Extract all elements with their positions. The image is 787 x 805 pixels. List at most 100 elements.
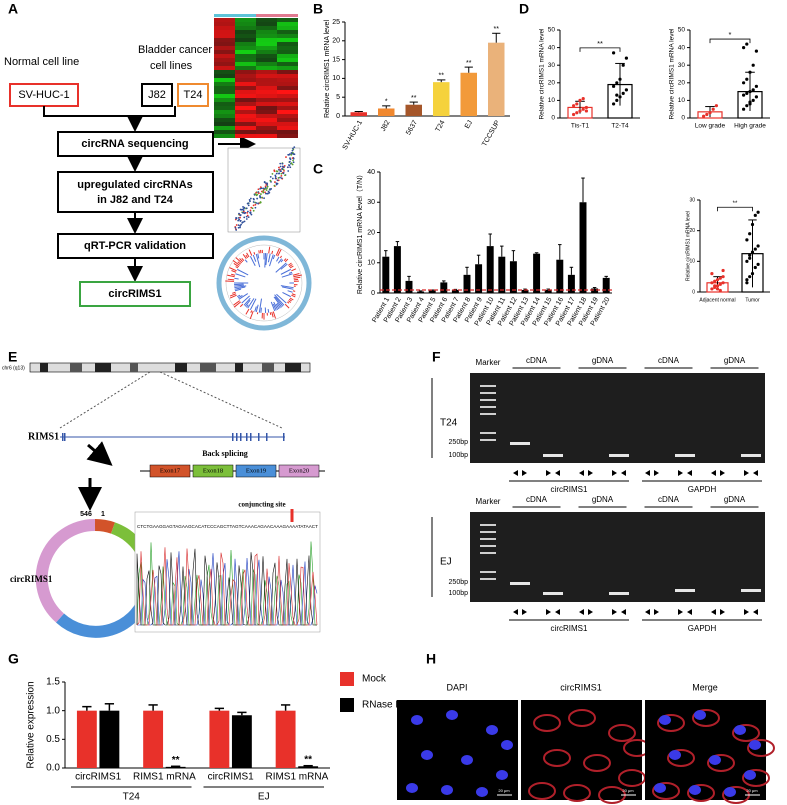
- heat-cell: [256, 86, 277, 90]
- x-tick-label: EJ: [464, 119, 474, 130]
- circos-tick: [273, 301, 279, 310]
- panel-label: E: [8, 349, 17, 365]
- ladder-band: [480, 552, 496, 554]
- heat-cell: [235, 54, 256, 58]
- exon-tick: [232, 433, 234, 441]
- marker-label: Marker: [476, 358, 501, 367]
- circos-tick: [246, 252, 250, 258]
- y-tick-label: 15: [332, 56, 340, 63]
- scatter-dot: [271, 172, 274, 175]
- heat-cell: [277, 90, 298, 94]
- panel-h: DAPI 20 μm circRIMS1 20 μm Merge 20 μm: [397, 682, 775, 804]
- scatter-dot: [270, 188, 273, 190]
- size-label: 100bp: [449, 590, 469, 597]
- exon: [149, 464, 191, 478]
- ladder-band: [480, 399, 496, 401]
- dna-band: [609, 592, 629, 595]
- lane-label: cDNA: [658, 356, 680, 365]
- heat-cell: [235, 38, 256, 42]
- heat-cell: [214, 38, 235, 42]
- panel-label: C: [313, 161, 323, 177]
- scatter-dot: [292, 147, 294, 150]
- cell-line-label: EJ: [440, 557, 452, 568]
- data-point: [578, 109, 582, 113]
- bar: [567, 274, 575, 293]
- circos-tick: [237, 268, 249, 276]
- data-point: [756, 262, 760, 266]
- heat-cell: [256, 62, 277, 66]
- circos-tick: [235, 266, 239, 269]
- heat-cell: [235, 94, 256, 98]
- scatter-dot: [252, 204, 255, 207]
- exon-tick: [283, 433, 285, 441]
- circos-tick: [239, 258, 244, 263]
- circos-tick: [287, 300, 292, 303]
- circos-tick: [245, 304, 249, 308]
- exon-tick: [266, 433, 268, 441]
- heat-cell: [256, 46, 277, 50]
- step: upregulated circRNAs: [77, 179, 193, 191]
- data-point: [715, 278, 720, 282]
- circos-tick: [237, 295, 243, 299]
- data-point: [715, 284, 720, 288]
- cytoplasm: [707, 754, 735, 772]
- significance: **: [304, 754, 312, 765]
- circos-tick: [289, 297, 294, 301]
- group-label: T24: [123, 792, 141, 803]
- band: [175, 363, 187, 372]
- x-tick-label: RIMS1 mRNA: [265, 772, 328, 783]
- scatter-dot: [267, 192, 269, 195]
- heat-cell: [214, 70, 235, 74]
- bar: [165, 766, 186, 768]
- x-tick-label: J82: [380, 119, 392, 132]
- target-label: GAPDH: [688, 485, 717, 494]
- heat-cell: [214, 78, 235, 82]
- nucleus: [411, 715, 423, 725]
- heat-cell: [214, 58, 235, 62]
- scatter-dot: [256, 193, 259, 196]
- data-point: [721, 275, 725, 279]
- heat-cell: [235, 86, 256, 90]
- heat-cell: [214, 114, 235, 118]
- exon: [192, 464, 234, 478]
- scatter-dot: [238, 212, 240, 215]
- primer: [546, 609, 560, 615]
- cell-box: [177, 83, 209, 107]
- circos-tick: [260, 307, 262, 313]
- scatter-dot: [274, 175, 277, 178]
- x-tick-label: T24: [434, 119, 446, 133]
- heat-cell: [214, 86, 235, 90]
- scatter-dot: [235, 224, 238, 226]
- data-point: [748, 253, 752, 257]
- y-tick-label: 20: [367, 229, 375, 236]
- scatter-dot: [239, 220, 242, 222]
- y-axis-label: Relative circRIMS1 mRNA level: [669, 28, 676, 120]
- heat-cell: [235, 110, 256, 114]
- heat-cell: [277, 46, 298, 50]
- panel-e: chr6 (q13) RIMS1 Back splicing Exon17 Ex…: [2, 362, 325, 638]
- scatter-dot: [254, 206, 257, 209]
- data-point: [754, 49, 759, 53]
- bar: [393, 246, 401, 293]
- data-point: [710, 281, 714, 285]
- heat-bar: [214, 14, 256, 17]
- data-point: [745, 238, 749, 242]
- scatter-dot: [264, 191, 266, 194]
- scatter-dot: [291, 151, 294, 154]
- circos-tick: [272, 254, 276, 260]
- nucleus: [476, 787, 488, 797]
- heat-cell: [235, 106, 256, 110]
- cytoplasm: [608, 724, 636, 742]
- circos-tick: [275, 248, 280, 256]
- heat-cell: [214, 126, 235, 130]
- band: [95, 363, 111, 372]
- primer: [645, 470, 659, 476]
- scatter-dot: [287, 170, 290, 172]
- heat-cell: [277, 62, 298, 66]
- lane-label: cDNA: [526, 495, 548, 504]
- circos-tick: [248, 249, 253, 256]
- scatter-dot: [249, 209, 252, 212]
- data-point: [705, 112, 709, 117]
- y-tick-label: 25: [332, 19, 340, 26]
- data-point: [621, 91, 625, 95]
